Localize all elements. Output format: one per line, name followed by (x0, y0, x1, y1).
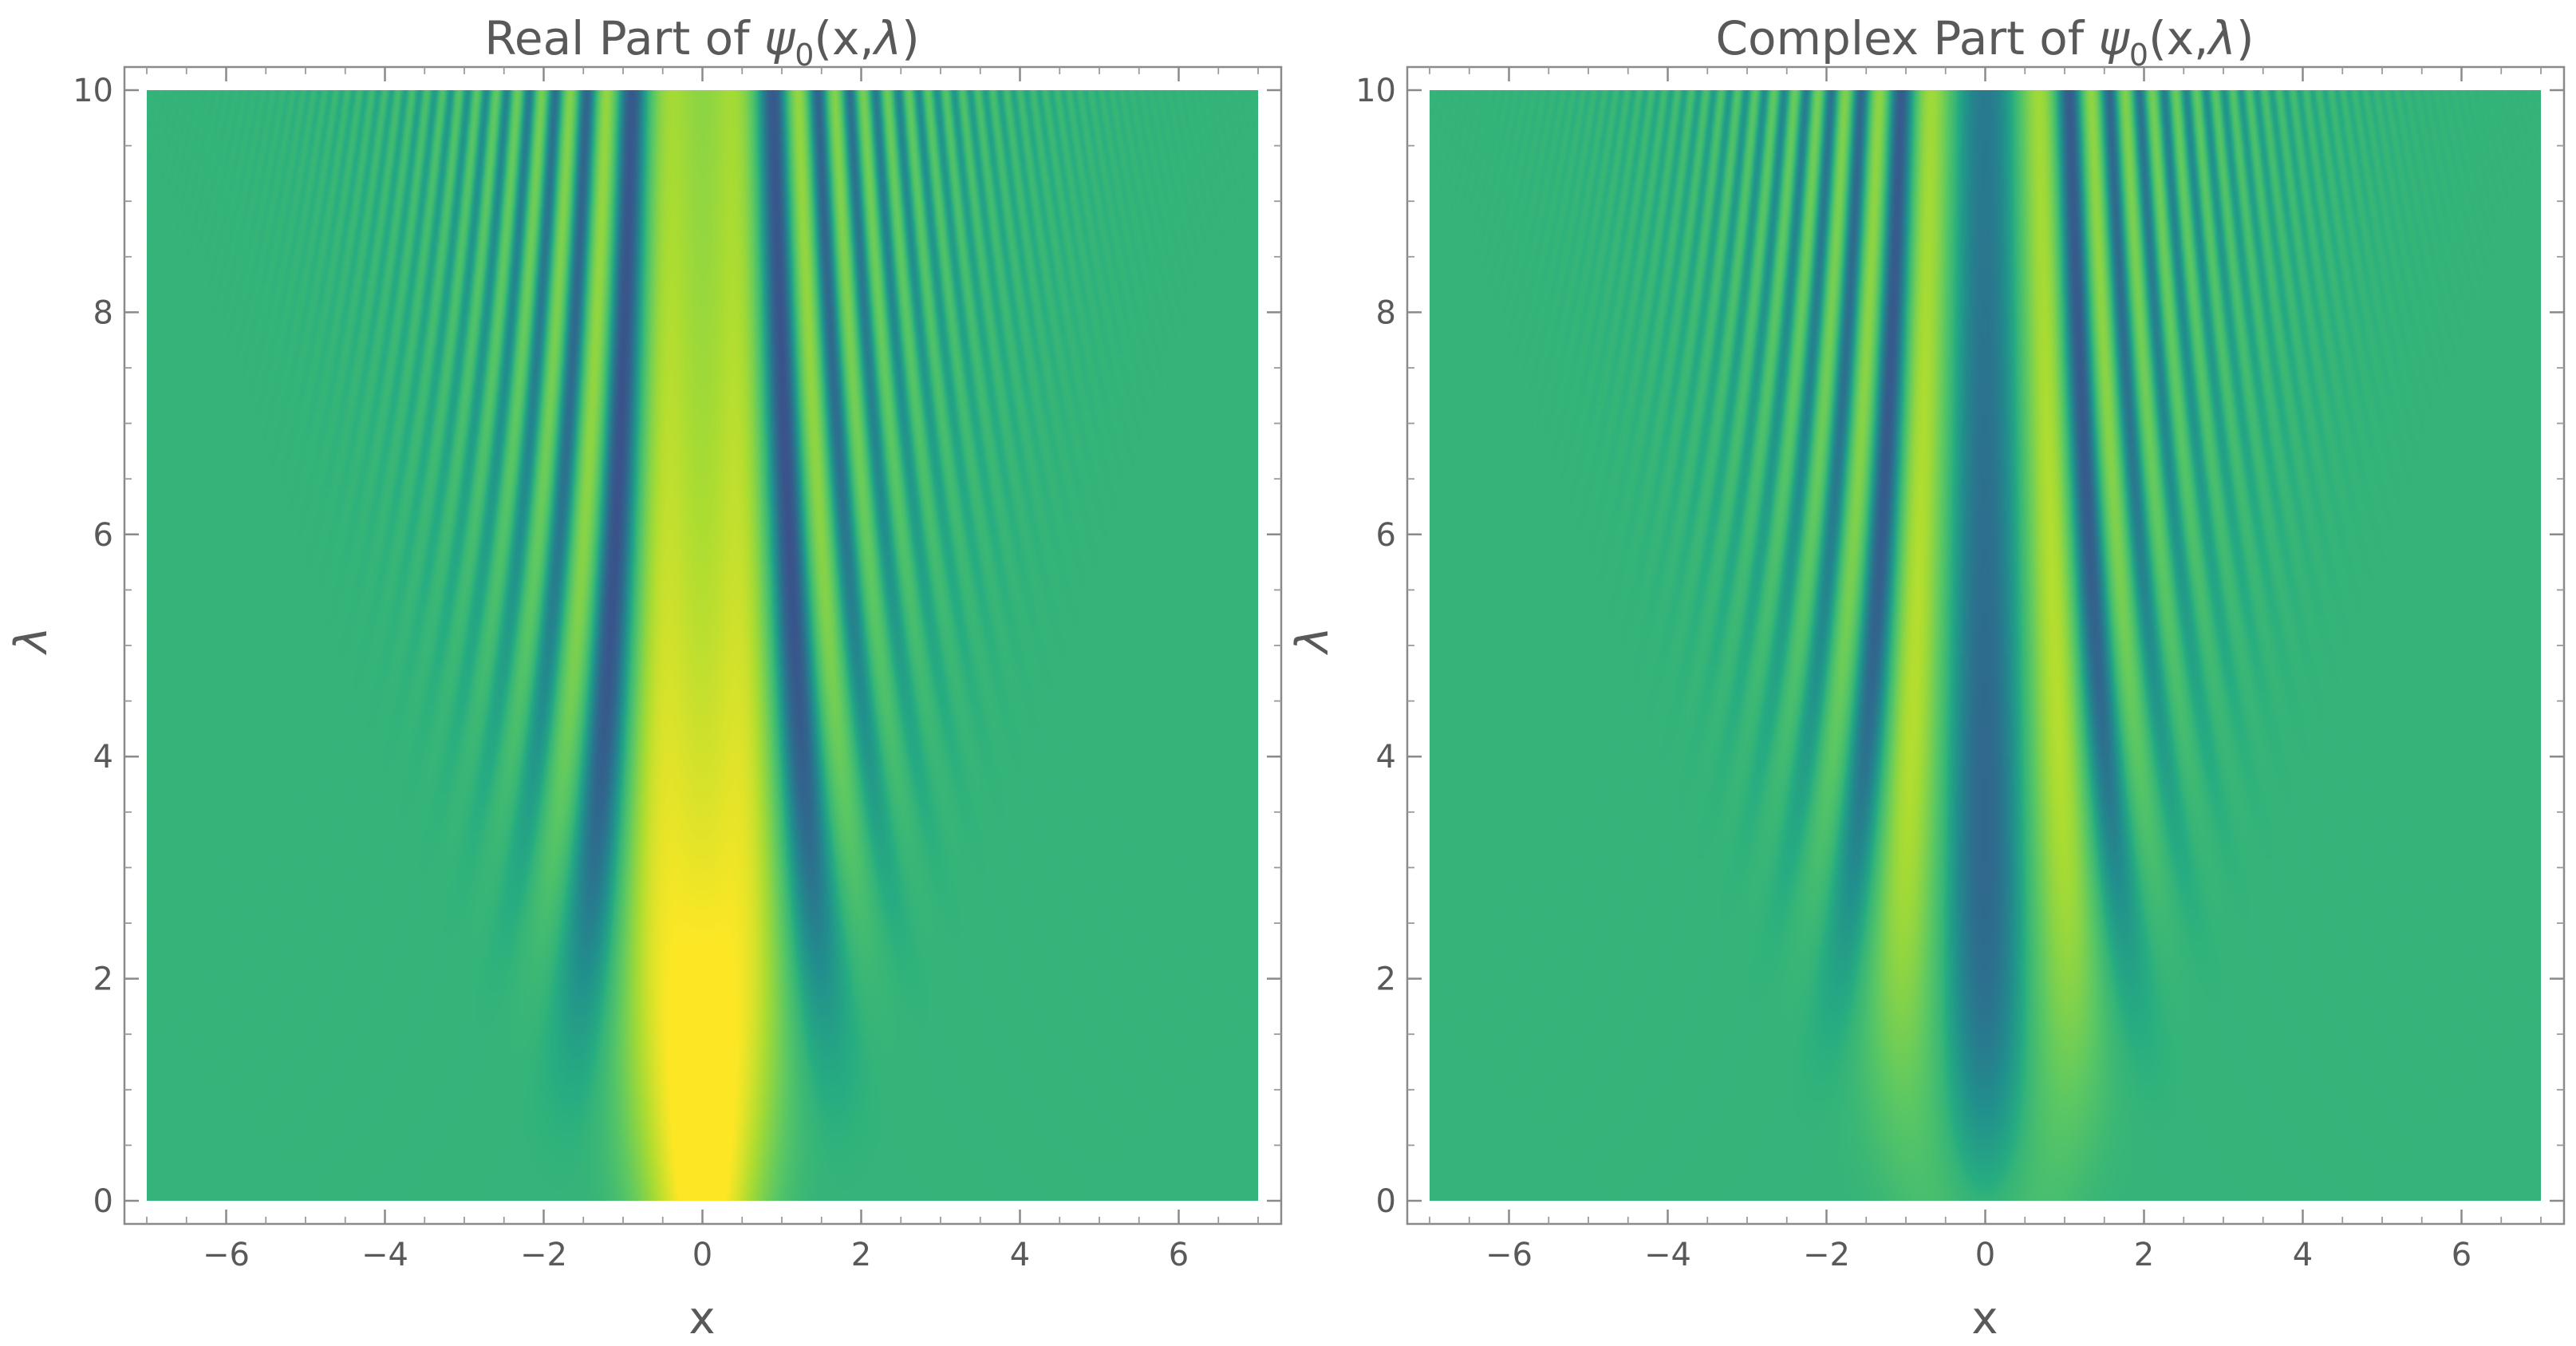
y-tick-label: 2 (93, 961, 113, 998)
y-tick-label: 0 (93, 1183, 113, 1220)
heatmap-image (1430, 90, 2541, 1201)
x-tick-label: −2 (520, 1237, 567, 1273)
plot-title: Complex Part of ψ0(x,λ) (1716, 11, 2254, 73)
x-axis-label: x (688, 1293, 715, 1344)
heatmap-image (147, 90, 1258, 1201)
y-tick-label: 8 (93, 294, 113, 331)
y-tick-label: 4 (1376, 739, 1396, 776)
x-tick-label: −4 (1644, 1237, 1691, 1273)
x-tick-label: −4 (361, 1237, 408, 1273)
x-tick-label: 2 (851, 1237, 871, 1273)
y-tick-label: 0 (1376, 1183, 1396, 1220)
y-tick-label: 6 (1376, 517, 1396, 554)
x-tick-label: 0 (1975, 1237, 1995, 1273)
x-tick-label: 4 (1010, 1237, 1030, 1273)
axis-ticks: −6 −4 −2 0 2 4 6 0 2 4 6 8 10 (1355, 67, 2564, 1273)
x-tick-label: −2 (1803, 1237, 1850, 1273)
plot-title: Real Part of ψ0(x,λ) (484, 11, 920, 73)
x-tick-label: −6 (203, 1237, 250, 1273)
y-tick-label: 10 (73, 73, 113, 109)
x-tick-label: −6 (1485, 1237, 1533, 1273)
x-axis-label: x (1971, 1293, 1998, 1344)
x-tick-label: 2 (2134, 1237, 2154, 1273)
x-tick-label: 0 (692, 1237, 712, 1273)
y-tick-label: 2 (1376, 961, 1396, 998)
y-tick-label: 10 (1355, 73, 1396, 109)
y-tick-label: 6 (93, 517, 113, 554)
y-tick-label: 8 (1376, 294, 1396, 331)
y-axis-label: λ (6, 626, 57, 655)
axis-ticks: −6 −4 −2 0 2 4 6 0 2 4 6 8 10 (73, 67, 1281, 1273)
x-tick-label: 6 (2452, 1237, 2471, 1273)
x-tick-label: 6 (1169, 1237, 1189, 1273)
x-tick-label: 4 (2293, 1237, 2313, 1273)
y-axis-label: λ (1287, 626, 1339, 655)
real-part-panel: Real Part of ψ0(x,λ) −6 −4 −2 0 2 4 6 0 2 4 6 8 10 x… (6, 11, 1283, 1344)
complex-part-panel: Complex Part of ψ0(x,λ) −6 −4 −2 0 2 4 6 0 2 4 6 8 1… (1287, 11, 2566, 1344)
y-tick-label: 4 (93, 739, 113, 776)
